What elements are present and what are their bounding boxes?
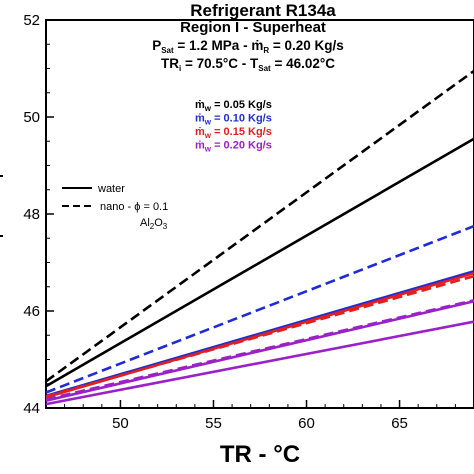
nano-sub-3: 3: [163, 222, 168, 231]
flow-legend-entry-2: ṁw = 0.15 Kg/s: [195, 126, 272, 140]
series-line-nano-010-3: [45, 224, 474, 394]
flow-legend-entry-1: ṁw = 0.10 Kg/s: [195, 113, 272, 127]
tr-i-value: = 70.5°C - T: [181, 56, 259, 71]
flow-legend-subscript: w: [204, 145, 212, 154]
flow-legend-subscript: w: [204, 131, 212, 140]
flow-legend-entry-3: ṁw = 0.20 Kg/s: [195, 140, 272, 154]
chart-title-line-1: Refrigerant R134a: [190, 1, 336, 20]
legend-nano-material: Al2O3: [140, 217, 168, 231]
p-sat-sub: Sat: [161, 46, 174, 55]
m-r-sub: R: [263, 46, 269, 55]
p-sat-value: = 1.2 MPa -: [174, 38, 252, 53]
y-tick-label-0: 44: [23, 400, 40, 417]
nano-o: O: [154, 217, 163, 229]
flow-legend-m-symbol: ṁ: [195, 140, 205, 152]
y-tick-label-3: 50: [23, 109, 40, 126]
flow-legend-value: = 0.20 Kg/s: [211, 140, 272, 152]
condition-line-2: TRi = 70.5°C - TSat = 46.02°C: [161, 56, 335, 73]
x-tick-label-2: 60: [298, 415, 315, 432]
m-r-label: ṁ: [251, 38, 263, 53]
flow-legend: ṁw = 0.05 Kg/sṁw = 0.10 Kg/sṁw = 0.15 Kg…: [195, 99, 272, 154]
nano-sub-2: 2: [150, 222, 155, 231]
flow-legend-entry-0: ṁw = 0.05 Kg/s: [195, 99, 272, 113]
fluid-legend: water nano - ϕ = 0.1 Al2O3: [62, 183, 168, 231]
legend-water-label: water: [97, 183, 125, 195]
series-line-water-015-4: [45, 271, 474, 399]
condition-line-1: PSat = 1.2 MPa - ṁR = 0.20 Kg/s: [152, 38, 344, 55]
x-tick-label-0: 50: [112, 415, 129, 432]
flow-legend-subscript: w: [204, 104, 212, 113]
series-line-water-010-2: [45, 269, 474, 398]
flow-legend-m-symbol: ṁ: [195, 126, 205, 138]
flow-legend-m-symbol: ṁ: [195, 99, 205, 111]
m-r-value: = 0.20 Kg/s: [269, 38, 344, 53]
t-sat-value: = 46.02°C: [271, 56, 336, 71]
series-layer: [45, 69, 474, 406]
series-line-nano-005-1: [45, 69, 474, 383]
x-axis-label: TR - °C: [220, 441, 300, 468]
flow-legend-m-symbol: ṁ: [195, 113, 205, 125]
series-line-water-lower-020-8: [45, 320, 474, 406]
x-tick-label-1: 55: [205, 415, 222, 432]
axis-ticks: 50 55 60 65 44 46 48 50 52: [23, 12, 474, 432]
y-tick-label-4: 52: [23, 12, 40, 29]
y-tick-label-1: 46: [23, 303, 40, 320]
flow-legend-subscript: w: [204, 118, 212, 127]
t-sat-sub: Sat: [258, 64, 271, 73]
flow-legend-value: = 0.05 Kg/s: [211, 99, 272, 111]
p-sat-label: P: [152, 38, 161, 53]
y-tick-label-2: 48: [23, 206, 40, 223]
tr-i-label: TR: [161, 56, 179, 71]
tr-i-sub: i: [179, 64, 181, 73]
x-tick-label-3: 65: [391, 415, 408, 432]
series-line-nano-020-7: [45, 299, 474, 401]
nano-al: Al: [140, 217, 150, 229]
series-line-water-005-0: [45, 137, 474, 388]
flow-legend-value: = 0.10 Kg/s: [211, 113, 272, 125]
flow-legend-value: = 0.15 Kg/s: [211, 126, 272, 138]
legend-nano-label: nano - ϕ = 0.1: [100, 201, 168, 213]
chart-title-line-2: Region I - Superheat: [180, 19, 326, 36]
